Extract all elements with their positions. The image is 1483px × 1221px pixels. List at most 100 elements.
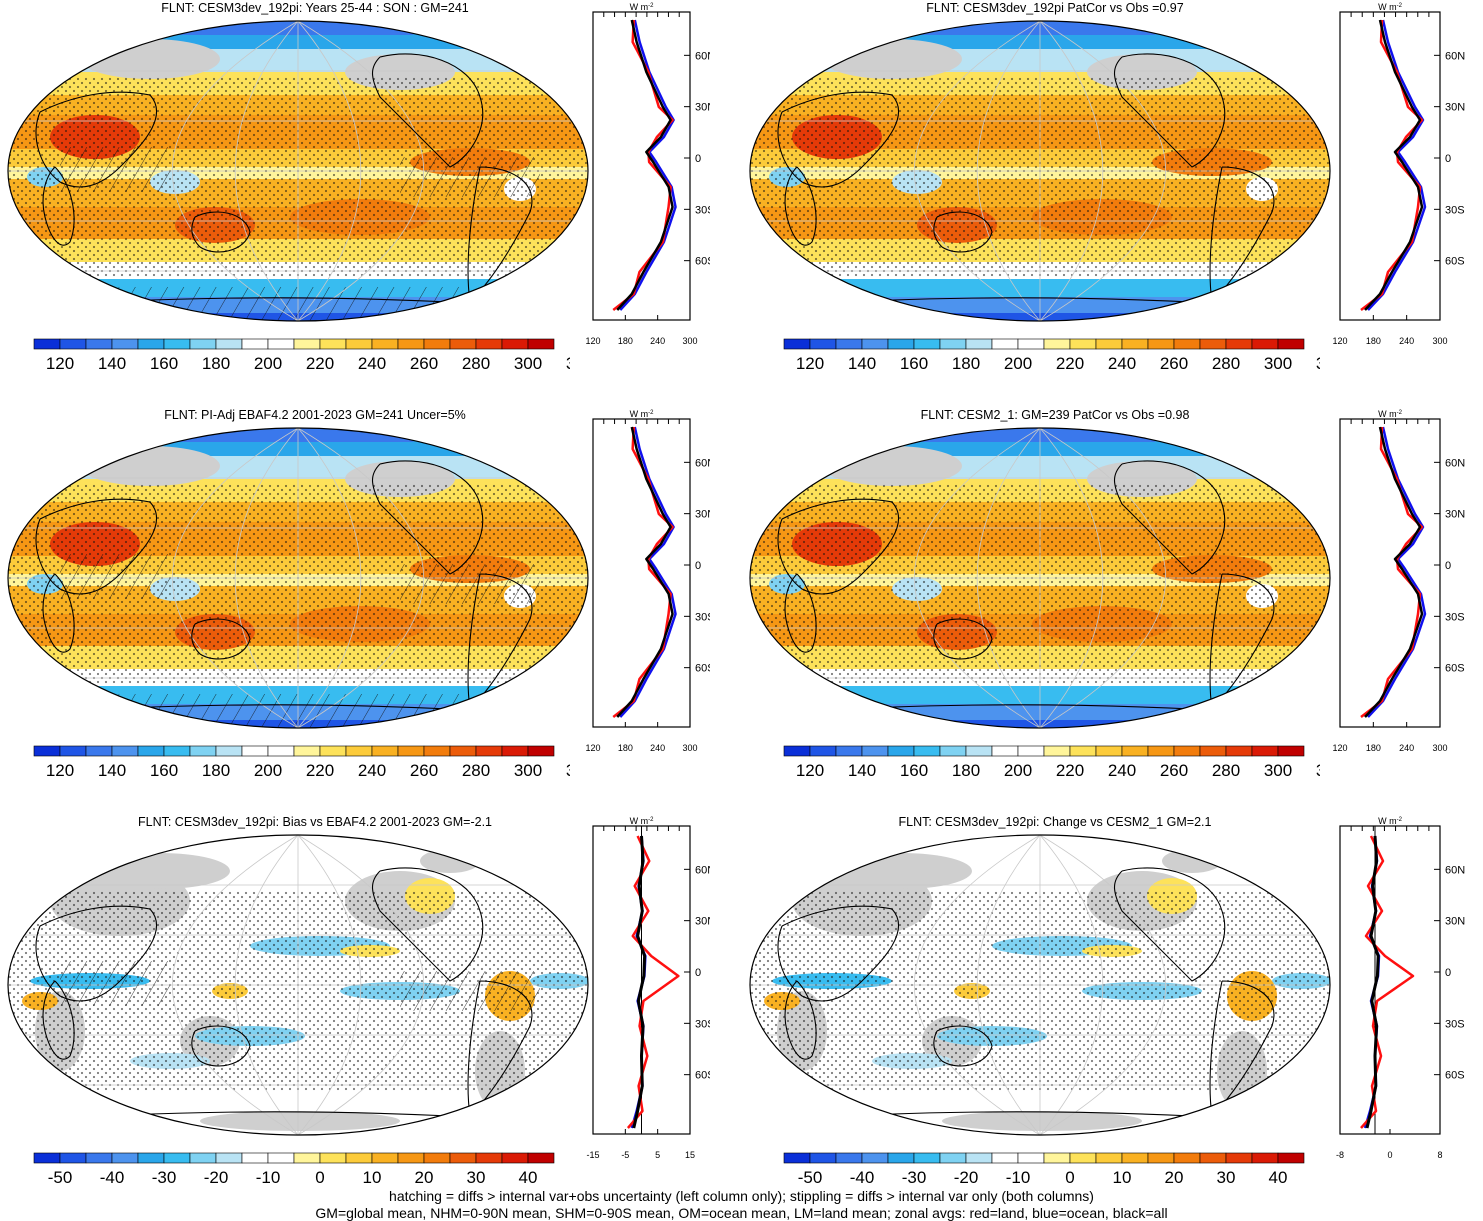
colorbar-tick-label: 240: [1108, 761, 1136, 780]
colorbar-swatch: [319, 338, 347, 350]
colorbar-tick-label: 180: [952, 354, 980, 373]
zonal-unit-label: W m-2: [1378, 2, 1402, 12]
colorbar-swatch: [371, 745, 399, 757]
map-bias-vs-ebaf: [7, 834, 589, 1136]
zonal-curve: [1364, 19, 1424, 311]
colorbar-swatch: [475, 1152, 503, 1164]
colorbar-swatch: [1225, 338, 1253, 350]
colorbar-swatch: [1251, 745, 1279, 757]
colorbar-swatch: [1277, 745, 1305, 757]
colorbar-swatch: [423, 338, 451, 350]
latitude-label: 60S: [695, 663, 710, 675]
latitude-label: 30N: [1445, 509, 1465, 521]
latitude-label: 60S: [695, 256, 710, 268]
colorbar-swatch: [59, 745, 87, 757]
latitude-label: 30N: [695, 102, 710, 114]
colorbar-abs-2: 120 140 160 180 200 220 240 260 280 300 320: [783, 338, 1320, 373]
footer-note-1: hatching = diffs > internal var+obs unce…: [389, 1188, 1094, 1204]
colorbar-swatch: [501, 745, 529, 757]
colorbar-tick-label: 10: [363, 1168, 382, 1187]
colorbar-tick-label: 140: [848, 761, 876, 780]
colorbar-swatch: [861, 1152, 889, 1164]
colorbar-tick-label: 140: [848, 354, 876, 373]
colorbar-tick-label: 240: [1108, 354, 1136, 373]
colorbar-swatch: [85, 745, 113, 757]
map-cesm3dev-patcor: [749, 20, 1331, 322]
colorbar-swatch: [33, 1152, 61, 1164]
zonal-x-tick-label: 5: [655, 1150, 660, 1160]
map-field: [750, 428, 1330, 728]
latitude-label: 30N: [1445, 916, 1465, 928]
panel-title-4: FLNT: CESM2_1: GM=239 PatCor vs Obs =0.9…: [920, 408, 1190, 422]
colorbar-tick-label: -20: [954, 1168, 979, 1187]
colorbar-swatch: [887, 1152, 915, 1164]
map-field: [750, 21, 1330, 321]
colorbar-tick-label: 120: [46, 354, 74, 373]
latitude-label: 60N: [695, 864, 710, 876]
colorbar-swatch: [965, 338, 993, 350]
colorbar-swatch: [991, 338, 1019, 350]
zonal-unit-label: W m-2: [630, 2, 654, 12]
zonal-curve: [619, 19, 677, 311]
latitude-label: 30S: [1445, 204, 1465, 216]
colorbar-swatch: [835, 1152, 863, 1164]
colorbar-swatch: [111, 1152, 139, 1164]
latitude-label: 60N: [1445, 457, 1465, 469]
latitude-label: 60N: [695, 457, 710, 469]
colorbar-swatch: [939, 745, 967, 757]
zonal-curve: [1365, 835, 1380, 1129]
colorbar-tick-label: -30: [152, 1168, 177, 1187]
zonal-mean-plot-6: W m-2 60N 30N 0 30S 60S -8 0 8: [1336, 816, 1465, 1160]
colorbar-swatch: [319, 745, 347, 757]
zonal-x-tick-label: 120: [585, 743, 600, 753]
zonal-curve: [1360, 835, 1415, 1129]
colorbar-swatch: [1017, 1152, 1045, 1164]
colorbar-tick-label: -10: [1006, 1168, 1031, 1187]
panel-title-3: FLNT: PI-Adj EBAF4.2 2001-2023 GM=241 Un…: [164, 408, 466, 422]
colorbar-swatch: [293, 1152, 321, 1164]
zonal-unit-label: W m-2: [1378, 409, 1402, 419]
panel-title-2: FLNT: CESM3dev_192pi PatCor vs Obs =0.97: [926, 1, 1184, 15]
colorbar-swatch: [809, 1152, 837, 1164]
colorbar-swatch: [1199, 745, 1227, 757]
colorbar-tick-label: 200: [1004, 354, 1032, 373]
colorbar-swatch: [293, 338, 321, 350]
colorbar-swatch: [241, 338, 269, 350]
colorbar-tick-label: 20: [1165, 1168, 1184, 1187]
zonal-unit-label: W m-2: [630, 816, 654, 826]
footer-note-2: GM=global mean, NHM=0-90N mean, SHM=0-90…: [315, 1205, 1168, 1221]
colorbar-swatch: [1095, 1152, 1123, 1164]
map-ebaf-obs: [7, 427, 589, 729]
latitude-label: 60S: [1445, 1070, 1465, 1082]
colorbar-swatch: [85, 338, 113, 350]
colorbar-abs-3: 120 140 160 180 200 220 240 260 280 300 320: [33, 745, 570, 780]
colorbar-swatch: [1277, 338, 1305, 350]
zonal-x-tick-label: 0: [1387, 1150, 1392, 1160]
colorbar-swatch: [397, 1152, 425, 1164]
zonal-curve: [1367, 426, 1427, 718]
colorbar-swatch: [1225, 1152, 1253, 1164]
colorbar-tick-label: 200: [254, 354, 282, 373]
zonal-x-tick-label: 120: [585, 336, 600, 346]
colorbar-swatch: [1095, 745, 1123, 757]
colorbar-tick-label: 240: [358, 761, 386, 780]
panel-title-1: FLNT: CESM3dev_192pi: Years 25-44 : SON …: [161, 1, 469, 15]
colorbar-swatch: [1095, 338, 1123, 350]
colorbar-tick-label: -40: [100, 1168, 125, 1187]
colorbar-tick-label: 40: [519, 1168, 538, 1187]
colorbar-swatch: [991, 745, 1019, 757]
colorbar-tick-label: -50: [798, 1168, 823, 1187]
colorbar-tick-label: 260: [1160, 761, 1188, 780]
colorbar-swatch: [1199, 338, 1227, 350]
colorbar-tick-label: -30: [902, 1168, 927, 1187]
colorbar-tick-label: 320: [566, 354, 570, 373]
colorbar-tick-label: 300: [1264, 761, 1292, 780]
zonal-mean-plot-5: W m-2 60N 30N 0 30S 60S -15 -5 5 15: [586, 816, 710, 1160]
colorbar-swatch: [861, 745, 889, 757]
colorbar-swatch: [319, 1152, 347, 1164]
colorbar-swatch: [1017, 745, 1045, 757]
zonal-mean-plot-4: W m-2 60N 30N 0 30S 60S 120 180 240 300: [1332, 409, 1465, 753]
colorbar-swatch: [267, 745, 295, 757]
zonal-x-tick-label: 15: [685, 1150, 695, 1160]
colorbar-swatch: [1121, 745, 1149, 757]
